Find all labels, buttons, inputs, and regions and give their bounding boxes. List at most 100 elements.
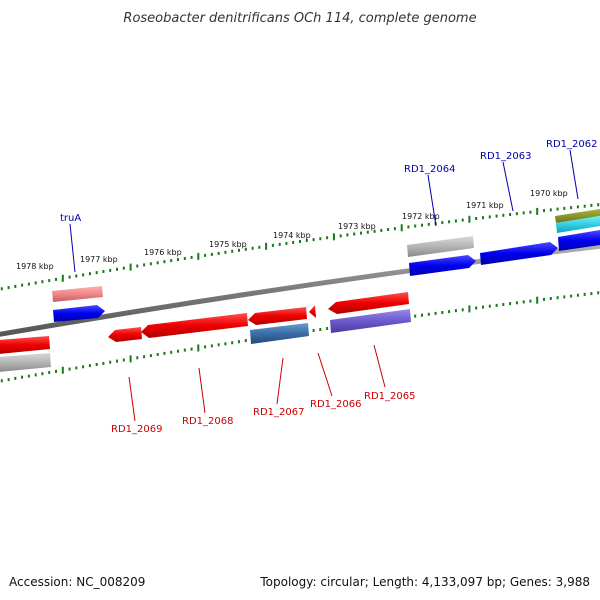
tick-row-upper [0, 203, 600, 291]
gene-left-reverse[interactable] [0, 336, 50, 354]
minor-tick [360, 231, 362, 235]
minor-tick [75, 366, 78, 370]
gene-RD1_2064-feature[interactable] [407, 236, 474, 257]
minor-tick [231, 249, 234, 253]
minor-tick [482, 305, 484, 309]
minor-tick [495, 214, 498, 218]
gene-label-truA[interactable]: truA [60, 213, 81, 224]
gene-RD1_2067[interactable] [248, 307, 307, 325]
gene-left-reverse-feature[interactable] [0, 353, 51, 372]
minor-tick [244, 247, 247, 251]
minor-tick [7, 378, 10, 382]
minor-tick [421, 313, 423, 317]
minor-tick [122, 266, 125, 270]
leader-line-RD1_2067 [276, 357, 284, 405]
minor-tick [122, 358, 125, 362]
gene-RD1_2062-feature[interactable] [555, 209, 600, 223]
minor-tick [251, 246, 254, 250]
minor-tick [95, 271, 98, 275]
minor-tick [543, 297, 545, 301]
gene-RD1_2068[interactable] [141, 313, 248, 338]
gene-label-RD1_2069[interactable]: RD1_2069 [111, 424, 162, 435]
kbp-label: 1978 kbp [16, 262, 54, 271]
minor-tick [55, 277, 57, 281]
minor-tick [529, 210, 532, 214]
minor-tick [515, 301, 518, 305]
gene-label-RD1_2066[interactable]: RD1_2066 [310, 399, 361, 410]
gene-RD1_2069[interactable] [108, 327, 142, 342]
minor-tick [495, 303, 498, 307]
minor-tick [136, 356, 139, 360]
minor-tick [448, 220, 451, 224]
minor-tick [55, 369, 57, 373]
minor-tick [590, 292, 593, 296]
minor-tick [319, 237, 322, 241]
map-title: Roseobacter denitrificans OCh 114, compl… [123, 11, 476, 26]
gene-RD1_2063[interactable] [480, 242, 558, 265]
minor-tick [509, 302, 512, 306]
minor-tick [563, 206, 566, 210]
gene-RD1_2067-feature[interactable] [250, 323, 309, 344]
leader-line-RD1_2068 [198, 367, 206, 414]
minor-tick [34, 281, 37, 285]
minor-tick [312, 329, 315, 332]
gene-RD1_2062-feature2[interactable] [556, 216, 600, 233]
leader-line-RD1_2064 [427, 174, 437, 227]
minor-tick [502, 303, 505, 306]
minor-tick [380, 228, 383, 232]
major-tick [61, 274, 64, 282]
minor-tick [163, 351, 166, 355]
minor-tick [21, 283, 24, 287]
minor-tick [475, 306, 478, 310]
major-tick [468, 305, 471, 313]
minor-tick [529, 299, 532, 303]
gene-label-RD1_2065[interactable]: RD1_2065 [364, 391, 415, 402]
gene-RD1_2066[interactable] [309, 305, 316, 318]
gene-RD1_2064[interactable] [409, 255, 476, 276]
minor-tick [339, 234, 342, 238]
minor-tick [244, 339, 247, 343]
gene-label-RD1_2062[interactable]: RD1_2062 [546, 139, 597, 150]
minor-tick [41, 372, 44, 376]
minor-tick [258, 245, 261, 249]
major-tick [129, 263, 132, 271]
minor-tick [454, 309, 457, 313]
minor-tick [285, 241, 288, 245]
minor-tick [190, 347, 193, 351]
minor-tick [488, 215, 491, 219]
minor-tick [522, 300, 525, 304]
leader-line-RD1_2063 [502, 161, 514, 212]
gene-label-RD1_2064[interactable]: RD1_2064 [404, 164, 455, 175]
gene-truA-feature[interactable] [52, 286, 103, 302]
minor-tick [563, 295, 566, 299]
minor-tick [556, 296, 559, 300]
major-tick [197, 344, 200, 352]
gene-RD1_2065[interactable] [328, 292, 409, 314]
gene-label-RD1_2063[interactable]: RD1_2063 [480, 151, 531, 162]
minor-tick [414, 314, 417, 318]
minor-tick [373, 229, 376, 233]
major-tick [536, 207, 539, 215]
minor-tick [217, 251, 220, 255]
gene-truA[interactable] [53, 305, 105, 322]
minor-tick [461, 308, 464, 312]
major-tick [61, 366, 64, 374]
minor-tick [82, 365, 85, 369]
gene-label-RD1_2067[interactable]: RD1_2067 [253, 407, 304, 418]
gene-RD1_2062[interactable] [558, 230, 600, 251]
minor-tick [278, 242, 281, 246]
minor-tick [475, 217, 478, 220]
minor-tick [224, 250, 227, 254]
minor-tick [177, 349, 179, 353]
minor-tick [271, 243, 274, 247]
minor-tick [299, 240, 301, 243]
minor-tick [149, 262, 152, 266]
minor-tick [95, 363, 98, 366]
kbp-label: 1971 kbp [466, 201, 504, 210]
minor-tick [238, 340, 240, 344]
minor-tick [27, 282, 30, 286]
minor-tick [319, 328, 322, 331]
gene-RD1_2065-feature[interactable] [330, 309, 411, 333]
gene-label-RD1_2068[interactable]: RD1_2068 [182, 416, 233, 427]
